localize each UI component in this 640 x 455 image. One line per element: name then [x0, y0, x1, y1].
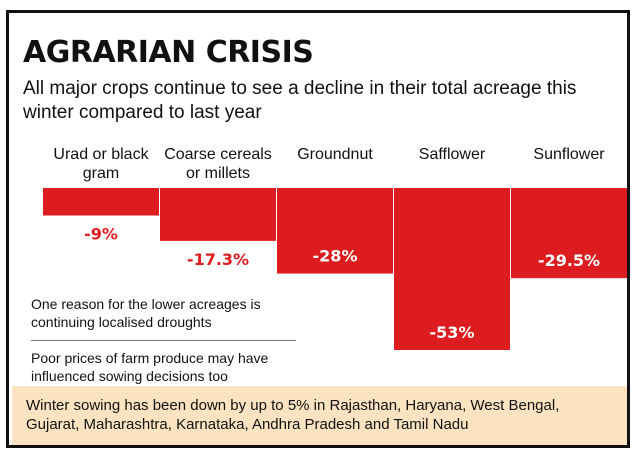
note-droughts: One reason for the lower acreages is con… — [31, 296, 261, 330]
value-label: -17.3% — [187, 250, 249, 269]
note-prices: Poor prices of farm produce may have inf… — [31, 350, 269, 384]
value-label: -28% — [313, 247, 358, 266]
category-label: Groundnut — [297, 146, 373, 163]
bar — [277, 188, 393, 274]
value-label: -29.5% — [538, 251, 600, 270]
bar — [43, 188, 159, 216]
bar — [394, 188, 510, 350]
infographic-frame: AGRARIAN CRISIS All major crops continue… — [6, 10, 630, 448]
bar — [160, 188, 276, 241]
category-label: Safflower — [419, 146, 486, 163]
category-label: Urad or black — [53, 146, 149, 163]
chart-title: AGRARIAN CRISIS — [23, 35, 314, 70]
value-label: -9% — [84, 225, 118, 244]
chart-subtitle: All major crops continue to see a declin… — [23, 78, 577, 123]
category-label: Sunflower — [533, 146, 605, 163]
footer-note: Winter sowing has been down by up to 5% … — [12, 386, 627, 445]
bar-chart: Urad or black gram -9% Coarse cereals or mil… — [43, 146, 627, 350]
bar — [511, 188, 627, 279]
category-label: gram — [83, 165, 119, 182]
category-label: Coarse cereals — [164, 146, 272, 163]
value-label: -53% — [430, 323, 475, 342]
note-divider — [31, 340, 296, 341]
category-label: or millets — [186, 165, 250, 182]
